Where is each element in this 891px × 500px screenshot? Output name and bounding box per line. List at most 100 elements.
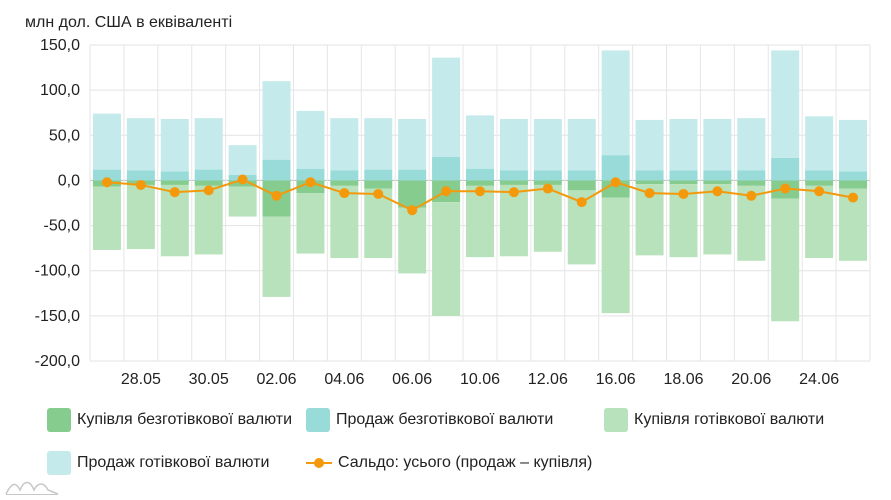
bar-segment[interactable] <box>567 119 596 171</box>
bar-segment[interactable] <box>466 115 494 169</box>
bar-segment[interactable] <box>262 81 291 160</box>
bar-segment[interactable] <box>364 180 393 189</box>
bar-segment[interactable] <box>398 119 427 170</box>
bar-segment[interactable] <box>805 170 834 181</box>
bar-segment[interactable] <box>364 118 393 170</box>
bar-segment[interactable] <box>228 145 257 176</box>
bar-segment[interactable] <box>737 118 766 171</box>
bar-segment[interactable] <box>330 170 359 181</box>
balance-point[interactable] <box>407 205 418 216</box>
balance-point[interactable] <box>475 186 485 197</box>
balance-point[interactable] <box>610 177 621 188</box>
balance-point[interactable] <box>305 177 316 188</box>
bar-segment[interactable] <box>194 169 223 181</box>
bar-segment[interactable] <box>533 184 562 252</box>
bar-segment[interactable] <box>194 118 223 170</box>
bar-segment[interactable] <box>567 180 596 191</box>
bar-segment[interactable] <box>398 180 427 208</box>
bar-segment[interactable] <box>330 118 359 171</box>
bar-segment[interactable] <box>432 156 461 181</box>
bar-segment[interactable] <box>296 110 325 169</box>
bar-segment[interactable] <box>771 198 800 322</box>
balance-point[interactable] <box>746 190 757 201</box>
balance-point[interactable] <box>814 186 825 197</box>
legend-item-cash-purchase[interactable]: Купівля готівкової валюти <box>604 408 824 432</box>
bar-segment[interactable] <box>635 170 664 181</box>
bar-segment[interactable] <box>160 180 189 185</box>
bar-segment[interactable] <box>432 202 461 316</box>
bar-segment[interactable] <box>126 184 155 250</box>
bar-segment[interactable] <box>805 180 834 186</box>
bar-segment[interactable] <box>262 159 291 181</box>
bar-segment[interactable] <box>499 119 528 171</box>
bar-segment[interactable] <box>703 119 732 171</box>
bar-segment[interactable] <box>601 50 630 156</box>
balance-point[interactable] <box>678 188 689 199</box>
bar-segment[interactable] <box>262 216 291 297</box>
balance-point[interactable] <box>576 197 587 208</box>
bar-segment[interactable] <box>194 180 223 186</box>
bar-segment[interactable] <box>737 170 766 181</box>
bar-segment[interactable] <box>364 169 393 181</box>
bar-segment[interactable] <box>466 185 494 258</box>
bar-segment[interactable] <box>398 207 427 274</box>
balance-point[interactable] <box>848 192 859 203</box>
bar-segment[interactable] <box>669 180 698 185</box>
legend-item-non-cash-purchase[interactable]: Купівля безготівкової валюти <box>47 408 292 432</box>
bar-segment[interactable] <box>839 171 868 181</box>
bar-segment[interactable] <box>805 185 834 259</box>
bar-segment[interactable] <box>669 170 698 181</box>
bar-segment[interactable] <box>839 119 868 172</box>
balance-point[interactable] <box>508 187 519 198</box>
bar-segment[interactable] <box>194 185 223 255</box>
balance-point[interactable] <box>135 179 146 190</box>
bar-segment[interactable] <box>92 186 121 250</box>
bar-segment[interactable] <box>635 180 664 185</box>
bar-segment[interactable] <box>703 170 732 181</box>
bar-segment[interactable] <box>601 197 630 314</box>
bar-segment[interactable] <box>805 116 834 171</box>
bar-segment[interactable] <box>398 169 427 181</box>
balance-point[interactable] <box>169 187 180 198</box>
bar-segment[interactable] <box>601 155 630 181</box>
balance-point[interactable] <box>441 186 452 197</box>
balance-point[interactable] <box>203 185 214 196</box>
bar-segment[interactable] <box>160 171 189 181</box>
bar-segment[interactable] <box>364 188 393 259</box>
bar-segment[interactable] <box>466 180 494 186</box>
balance-point[interactable] <box>237 174 248 185</box>
bar-segment[interactable] <box>499 170 528 181</box>
bar-segment[interactable] <box>703 180 732 185</box>
bar-segment[interactable] <box>839 180 868 189</box>
bar-segment[interactable] <box>771 50 800 158</box>
bar-segment[interactable] <box>771 157 800 181</box>
bar-segment[interactable] <box>92 113 121 170</box>
balance-point[interactable] <box>780 183 791 194</box>
balance-point[interactable] <box>101 177 112 188</box>
bar-segment[interactable] <box>228 186 257 217</box>
bar-segment[interactable] <box>533 180 562 185</box>
bar-segment[interactable] <box>160 119 189 172</box>
bar-segment[interactable] <box>533 170 562 181</box>
bar-segment[interactable] <box>330 180 359 186</box>
bar-segment[interactable] <box>296 168 325 181</box>
balance-point[interactable] <box>373 188 384 199</box>
bar-segment[interactable] <box>499 180 528 185</box>
bar-segment[interactable] <box>126 170 155 181</box>
bar-segment[interactable] <box>533 119 562 171</box>
bar-segment[interactable] <box>737 180 766 186</box>
bar-segment[interactable] <box>296 193 325 254</box>
bar-segment[interactable] <box>635 119 664 171</box>
bar-segment[interactable] <box>92 169 121 181</box>
bar-segment[interactable] <box>126 118 155 171</box>
legend-item-cash-sale[interactable]: Продаж готівкової валюти <box>47 451 269 475</box>
balance-point[interactable] <box>271 190 282 201</box>
balance-point[interactable] <box>712 186 723 197</box>
bar-segment[interactable] <box>669 119 698 171</box>
balance-point[interactable] <box>542 183 553 194</box>
balance-point[interactable] <box>644 188 655 199</box>
bar-segment[interactable] <box>432 57 461 157</box>
legend-item-balance[interactable]: Сальдо: усього (продаж – купівля) <box>306 451 592 475</box>
balance-point[interactable] <box>339 188 350 199</box>
bar-segment[interactable] <box>567 170 596 181</box>
